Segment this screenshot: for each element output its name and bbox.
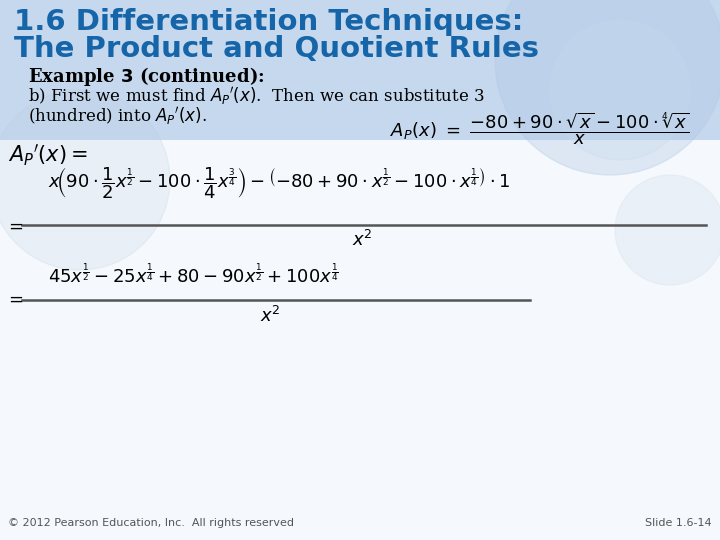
Text: (hundred) into $A_P{}'(x)$.: (hundred) into $A_P{}'(x)$. [28,105,207,127]
Circle shape [615,175,720,285]
Text: $=$: $=$ [5,290,24,308]
Text: 1.6 Differentiation Techniques:: 1.6 Differentiation Techniques: [14,8,523,36]
Text: $x\!\left(90\cdot\dfrac{1}{2}x^{\frac{1}{2}}-100\cdot\dfrac{1}{4}x^{\frac{3}{4}}: $x\!\left(90\cdot\dfrac{1}{2}x^{\frac{1}… [48,165,510,201]
Circle shape [0,90,170,270]
Text: $45x^{\frac{1}{2}}-25x^{\frac{1}{4}}+80-90x^{\frac{1}{2}}+100x^{\frac{1}{4}}$: $45x^{\frac{1}{2}}-25x^{\frac{1}{4}}+80-… [48,262,339,286]
Text: $A_P{}'(x)=$: $A_P{}'(x)=$ [8,142,88,167]
Text: The Product and Quotient Rules: The Product and Quotient Rules [14,35,539,63]
Circle shape [550,20,690,160]
Text: b) First we must find $A_P{}'(x)$.  Then we can substitute 3: b) First we must find $A_P{}'(x)$. Then … [28,85,485,107]
Text: $=$: $=$ [5,217,24,235]
FancyBboxPatch shape [0,0,720,140]
Text: $A_P(x) \ = \ \dfrac{-80+90\cdot\sqrt{x}-100\cdot\sqrt[4]{x}}{x}$: $A_P(x) \ = \ \dfrac{-80+90\cdot\sqrt{x}… [390,110,690,147]
Text: $x^2$: $x^2$ [352,230,373,250]
Circle shape [495,0,720,175]
Text: © 2012 Pearson Education, Inc.  All rights reserved: © 2012 Pearson Education, Inc. All right… [8,518,294,528]
Text: Example $\mathbf{3}$ (continued):: Example $\mathbf{3}$ (continued): [28,65,264,88]
Text: Slide 1.6-14: Slide 1.6-14 [645,518,712,528]
Text: $x^2$: $x^2$ [260,306,281,326]
